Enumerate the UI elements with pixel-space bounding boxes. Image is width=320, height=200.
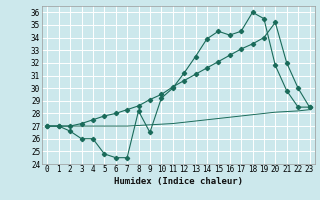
X-axis label: Humidex (Indice chaleur): Humidex (Indice chaleur) [114,177,243,186]
